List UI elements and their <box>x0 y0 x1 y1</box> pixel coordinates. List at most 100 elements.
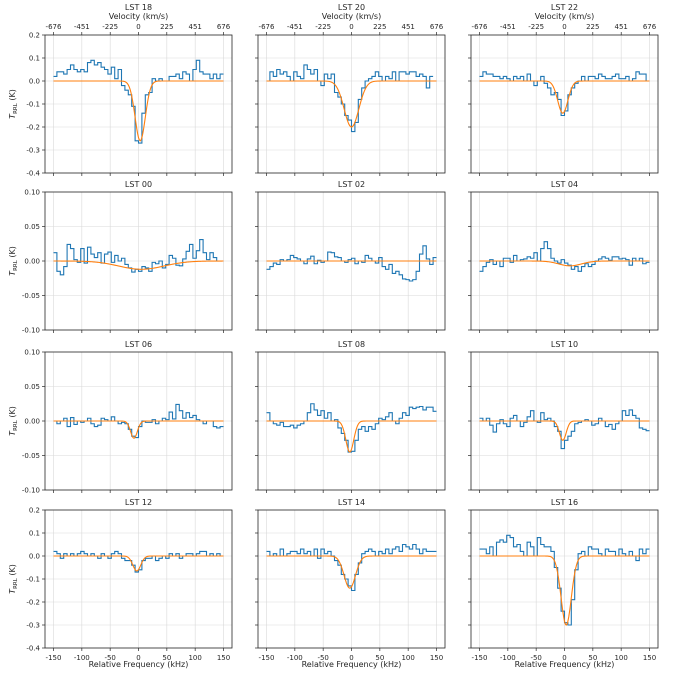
x-axis-label: Relative Frequency (kHz) <box>89 660 189 669</box>
x-tick-label: 50 <box>375 654 384 662</box>
fit-curve-line <box>479 555 650 626</box>
subplot-title: LST 20 <box>338 3 365 12</box>
top-tick-label: -225 <box>315 23 331 31</box>
top-tick-label: -451 <box>287 23 303 31</box>
subplot-title: LST 08 <box>338 340 365 349</box>
y-tick-label: 0.0 <box>29 553 40 561</box>
x-tick-label: 0 <box>349 654 353 662</box>
subplot-title: LST 06 <box>125 340 152 349</box>
top-tick-label: 451 <box>402 23 415 31</box>
y-tick-label: -0.4 <box>26 170 40 178</box>
x-tick-label: -50 <box>104 654 115 662</box>
top-tick-label: 225 <box>586 23 599 31</box>
x-tick-label: 150 <box>430 654 443 662</box>
y-axis-label: TRRL (K) <box>8 406 19 436</box>
top-tick-label: 225 <box>373 23 386 31</box>
x-tick-label: 100 <box>188 654 201 662</box>
y-axis-label: TRRL (K) <box>8 564 19 594</box>
y-tick-label: -0.05 <box>22 452 40 460</box>
x-tick-label: 100 <box>614 654 627 662</box>
y-tick-label: 0.10 <box>24 349 40 357</box>
top-tick-label: -225 <box>102 23 118 31</box>
top-tick-label: 676 <box>643 23 657 31</box>
fit-curve-line <box>266 555 437 589</box>
subplot-lst-02: LST 02 <box>255 180 446 333</box>
x-tick-label: 150 <box>643 654 656 662</box>
top-tick-label: -676 <box>259 23 275 31</box>
top-tick-label: 0 <box>349 23 353 31</box>
data-series-line <box>479 534 650 626</box>
y-tick-label: 0.0 <box>29 78 40 86</box>
y-tick-label: -0.10 <box>22 327 40 335</box>
y-tick-label: 0.2 <box>29 507 40 515</box>
x-tick-label: -150 <box>46 654 62 662</box>
y-tick-label: -0.05 <box>22 292 40 300</box>
subplot-lst-14: -150 -100 -50 0 50 100 150 LST 14 Relative Frequ… <box>255 498 446 669</box>
subplot-lst-06: -0.10 -0.05 0.00 0.05 0.10 LST 06 TRRL (K) <box>8 340 233 495</box>
top-axis-label: Velocity (km/s) <box>109 12 168 21</box>
subplot-title: LST 00 <box>125 180 152 189</box>
y-tick-label: -0.4 <box>26 645 40 653</box>
data-series-line <box>266 245 437 282</box>
subplot-title: LST 18 <box>125 3 152 12</box>
subplot-lst-10: LST 10 <box>468 340 659 493</box>
y-tick-label: 0.10 <box>24 189 40 197</box>
fit-curve-line <box>53 420 224 439</box>
x-axis-label: Relative Frequency (kHz) <box>515 660 615 669</box>
x-tick-label: -150 <box>472 654 488 662</box>
top-tick-label: 0 <box>562 23 566 31</box>
subplot-lst-12: -150 -100 -50 0 50 100 150 -0.4 -0.3 -0.2 -0.1 0.0 0… <box>8 498 233 669</box>
top-tick-label: -676 <box>46 23 62 31</box>
top-axis-label: Velocity (km/s) <box>322 12 381 21</box>
fit-curve-line <box>53 260 224 270</box>
subplot-lst-20: LST 20 -676 -451 -225 0 225 451 676 Velocity (km… <box>255 3 446 176</box>
subplot-lst-22: LST 22 -676 -451 -225 0 225 451 676 Velocity (km… <box>468 3 659 176</box>
y-tick-label: 0.05 <box>24 383 40 391</box>
subplot-title: LST 02 <box>338 180 365 189</box>
subplot-title: LST 10 <box>551 340 578 349</box>
y-tick-label: 0.1 <box>29 530 40 538</box>
top-axis-label: Velocity (km/s) <box>535 12 594 21</box>
y-axis-label: TRRL (K) <box>8 89 19 119</box>
top-tick-label: 0 <box>136 23 140 31</box>
x-tick-label: 100 <box>401 654 414 662</box>
fit-curve-line <box>479 80 650 114</box>
y-tick-label: -0.2 <box>26 124 40 132</box>
x-tick-label: 50 <box>162 654 171 662</box>
y-tick-label: 0.00 <box>24 418 40 426</box>
fit-curve-line <box>53 555 224 572</box>
top-tick-label: 451 <box>189 23 202 31</box>
subplot-title: LST 12 <box>125 498 152 507</box>
subplot-title: LST 14 <box>338 498 365 507</box>
fit-curve-line <box>479 420 650 441</box>
top-tick-label: 676 <box>430 23 444 31</box>
subplot-lst-04: LST 04 <box>468 180 659 333</box>
x-tick-label: -150 <box>259 654 275 662</box>
x-tick-label: 0 <box>562 654 566 662</box>
y-tick-label: -0.3 <box>26 622 40 630</box>
subplot-lst-08: LST 08 <box>255 340 446 493</box>
top-tick-label: 451 <box>615 23 628 31</box>
subplot-title: LST 16 <box>551 498 578 507</box>
data-series-line <box>479 241 650 272</box>
subplot-title: LST 04 <box>551 180 578 189</box>
data-series-line <box>266 403 437 453</box>
y-tick-label: -0.1 <box>26 101 40 109</box>
y-tick-label: 0.1 <box>29 55 40 63</box>
top-tick-label: -451 <box>74 23 90 31</box>
top-tick-label: -225 <box>528 23 544 31</box>
x-tick-label: -50 <box>317 654 328 662</box>
data-series-line <box>266 64 434 133</box>
y-tick-label: 0.00 <box>24 258 40 266</box>
fit-curve-line <box>266 420 437 453</box>
y-axis-label: TRRL (K) <box>8 246 19 276</box>
y-tick-label: -0.1 <box>26 576 40 584</box>
y-tick-label: -0.2 <box>26 599 40 607</box>
subplot-lst-16: -150 -100 -50 0 50 100 150 LST 16 Relative Frequ… <box>468 498 659 669</box>
y-tick-label: -0.3 <box>26 147 40 155</box>
x-tick-label: 50 <box>588 654 597 662</box>
x-tick-label: -100 <box>287 654 303 662</box>
data-series-line <box>479 71 650 117</box>
subplot-lst-00: -0.10 -0.05 0.00 0.05 0.10 LST 00 TRRL (K) <box>8 180 233 335</box>
